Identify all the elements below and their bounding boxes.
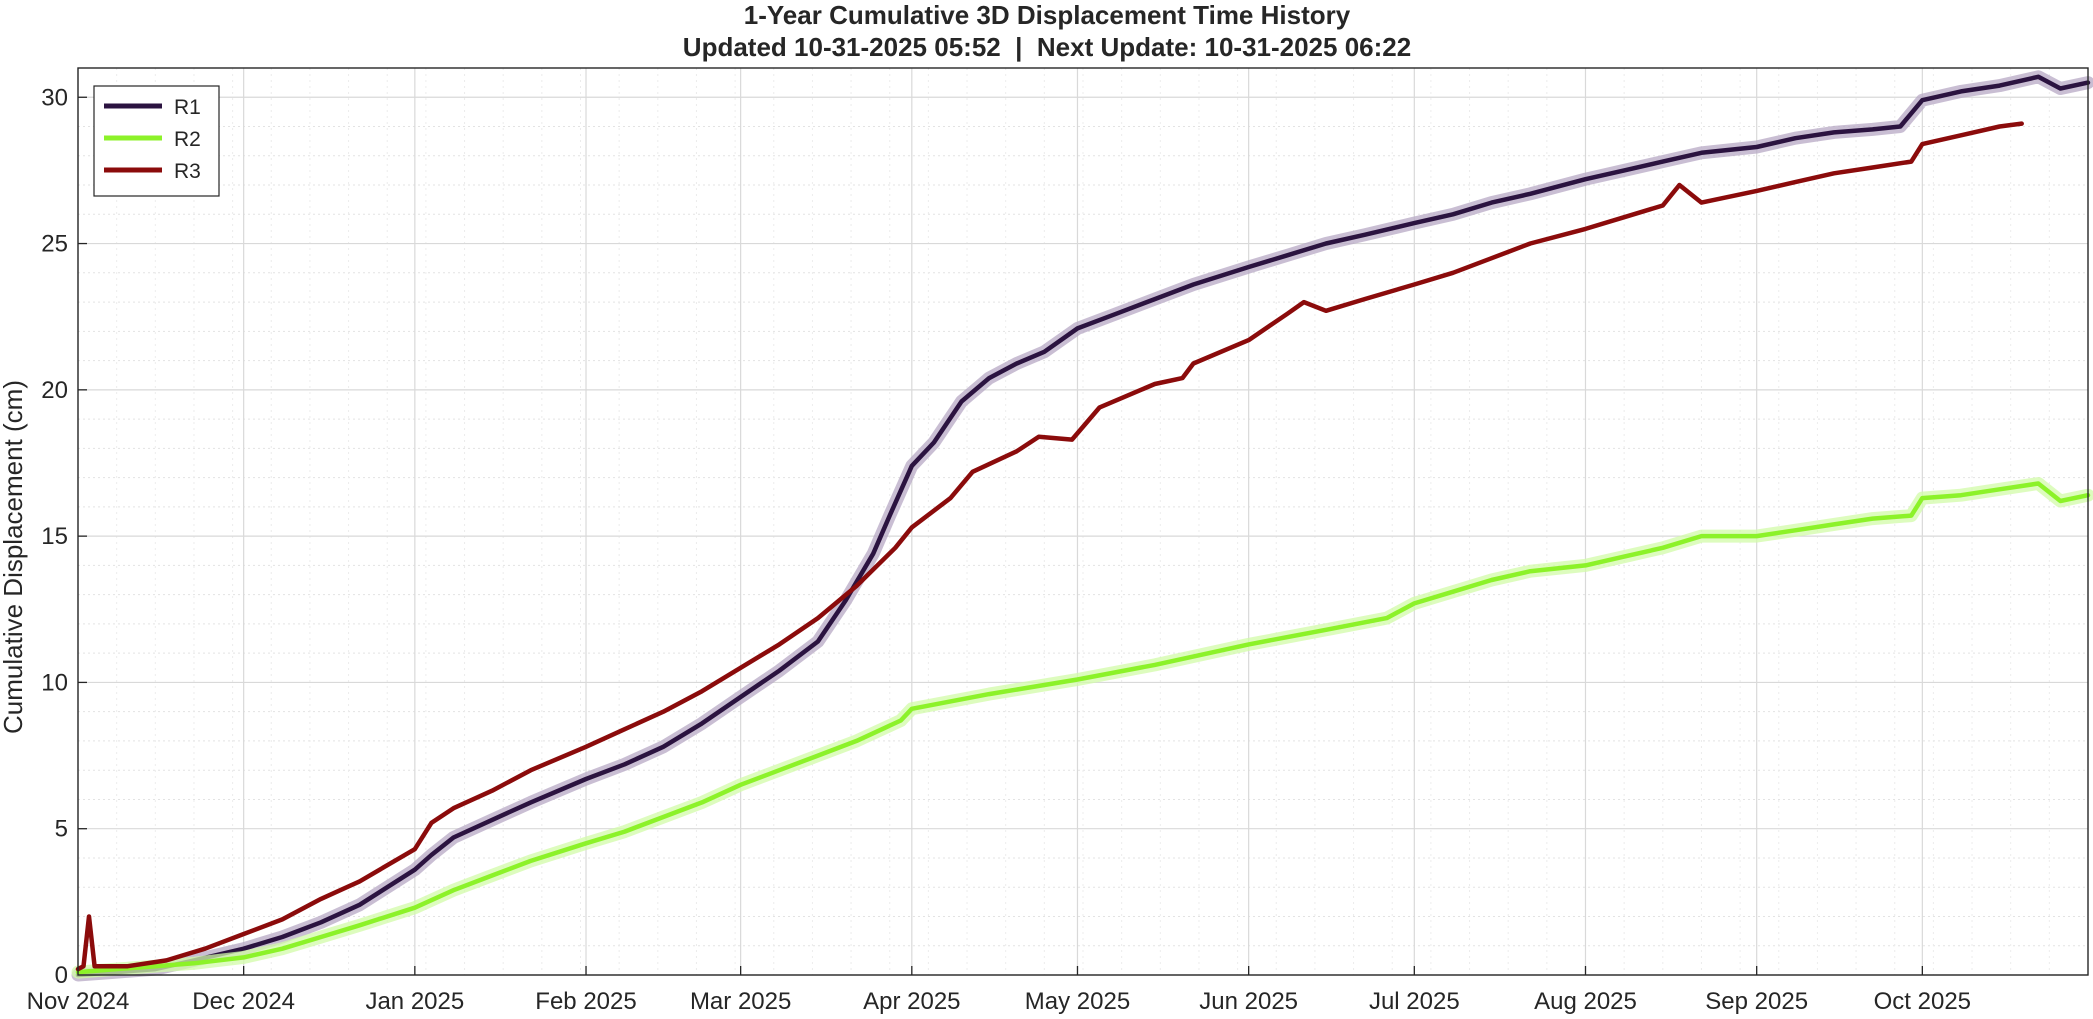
x-tick-label: Mar 2025 [690,988,791,1015]
x-tick-label: Feb 2025 [535,988,636,1015]
x-tick-label: Jun 2025 [1199,988,1298,1015]
y-axis-label: Cumulative Displacement (cm) [0,380,28,734]
series-line-R1 [75,74,2091,978]
y-tick-label: 15 [41,523,68,550]
y-tick-label: 0 [55,962,68,989]
legend: R1 R2 R3 [93,85,220,197]
chart-subtitle: Updated 10-31-2025 05:52 | Next Update: … [683,32,1411,62]
x-tick-label: Sep 2025 [1705,988,1808,1015]
x-tick-label: Nov 2024 [27,988,130,1015]
legend-label-R2: R2 [174,128,201,151]
axes-box [77,67,2089,976]
x-tick-label: May 2025 [1025,988,1130,1015]
x-tick-label: Jul 2025 [1369,988,1460,1015]
y-tick-label: 10 [41,669,68,696]
series-line-R3 [75,121,2024,972]
x-tick-label: Apr 2025 [863,988,960,1015]
legend-label-R1: R1 [174,96,201,119]
plot-area: 0 5 10 15 20 25 30 Nov 2024 Dec 2024 Jan 2025 Feb … [27,67,2093,1015]
x-tick-label: Jan 2025 [365,988,464,1015]
y-tick-label: 30 [41,84,68,111]
x-tick-label: Dec 2024 [192,988,295,1015]
chart-title: 1-Year Cumulative 3D Displacement Time H… [744,0,1351,30]
series-line-R2 [75,481,2091,975]
x-tick-label: Aug 2025 [1534,988,1637,1015]
y-tick-label: 20 [41,377,68,404]
y-tick-label: 5 [55,816,68,843]
y-tick-label: 25 [41,231,68,258]
x-tick-label: Oct 2025 [1874,988,1971,1015]
legend-label-R3: R3 [174,160,201,183]
